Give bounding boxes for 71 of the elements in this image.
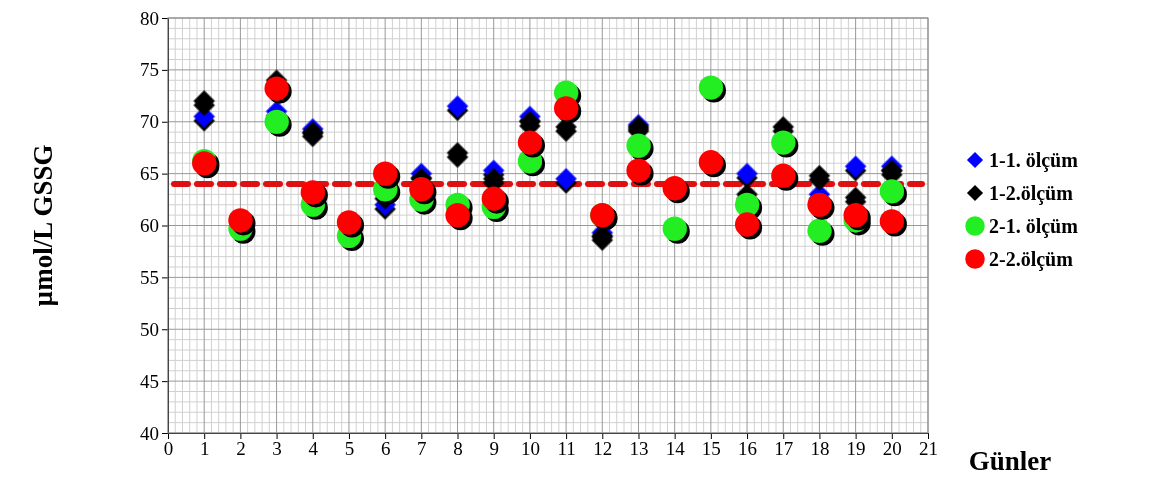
point xyxy=(373,161,398,186)
y-tick-label: 70 xyxy=(140,111,159,133)
legend-label: 1-1. ölçüm xyxy=(989,149,1079,172)
point xyxy=(446,142,469,164)
point xyxy=(446,95,469,117)
point xyxy=(771,130,796,155)
point xyxy=(807,192,832,217)
y-tick-label: 65 xyxy=(140,163,159,185)
point xyxy=(808,164,831,187)
point xyxy=(482,168,505,190)
x-tick-label: 13 xyxy=(629,438,649,460)
point xyxy=(553,96,579,121)
point xyxy=(193,90,215,112)
x-tick-label: 12 xyxy=(593,438,613,460)
point xyxy=(698,150,723,175)
point xyxy=(264,76,289,101)
point xyxy=(879,179,904,204)
point xyxy=(228,208,253,233)
x-tick-label: 18 xyxy=(810,438,830,460)
point xyxy=(300,180,325,205)
point xyxy=(517,130,543,155)
x-tick-label: 20 xyxy=(882,438,902,460)
y-tick-label: 50 xyxy=(140,318,159,340)
y-tick-label: 55 xyxy=(140,266,159,288)
x-tick-label: 5 xyxy=(344,438,355,460)
x-tick-label: 17 xyxy=(774,438,794,460)
x-tick-label: 16 xyxy=(738,438,758,460)
x-axis-title: Günler xyxy=(968,446,1052,476)
x-tick-label: 6 xyxy=(380,438,391,460)
point xyxy=(662,216,687,241)
y-tick-label: 75 xyxy=(140,59,159,81)
point xyxy=(626,158,651,183)
x-tick-label: 4 xyxy=(308,438,319,460)
point xyxy=(626,133,651,158)
point xyxy=(843,203,868,228)
legend-label: 2-2.ölçüm xyxy=(989,248,1074,271)
point xyxy=(844,155,867,178)
x-tick-label: 3 xyxy=(272,438,282,460)
point xyxy=(336,210,362,235)
x-tick-label: 11 xyxy=(557,438,576,460)
x-tick-label: 21 xyxy=(919,438,938,460)
point xyxy=(519,111,541,133)
x-tick-label: 1 xyxy=(199,438,210,460)
point xyxy=(807,218,832,243)
point xyxy=(555,168,577,190)
x-tick-label: 15 xyxy=(701,438,721,460)
point xyxy=(736,162,758,185)
x-tick-label: 10 xyxy=(520,438,540,460)
x-tick-label: 2 xyxy=(236,438,246,460)
y-tick-label: 80 xyxy=(140,7,159,29)
x-tick-label: 0 xyxy=(163,438,174,460)
point xyxy=(264,109,289,134)
legend-label: 2-1. ölçüm xyxy=(989,215,1079,238)
point xyxy=(662,176,687,201)
point xyxy=(879,209,904,234)
x-tick-label: 14 xyxy=(665,438,686,460)
y-tick-label: 40 xyxy=(140,422,159,444)
y-axis-title: µmol/L GSSG xyxy=(28,144,58,307)
x-tick-label: 9 xyxy=(489,438,499,460)
point xyxy=(481,186,506,211)
x-tick-label: 19 xyxy=(846,438,866,460)
legend-label: 1-2.ölçüm xyxy=(989,182,1074,205)
point xyxy=(409,177,434,202)
point xyxy=(734,212,760,237)
y-tick-label: 60 xyxy=(140,215,159,237)
point xyxy=(698,75,723,100)
y-tick-label: 45 xyxy=(140,370,159,392)
x-tick-label: 8 xyxy=(453,438,463,460)
point xyxy=(771,163,796,188)
x-tick-label: 7 xyxy=(417,438,427,460)
point xyxy=(445,203,470,228)
